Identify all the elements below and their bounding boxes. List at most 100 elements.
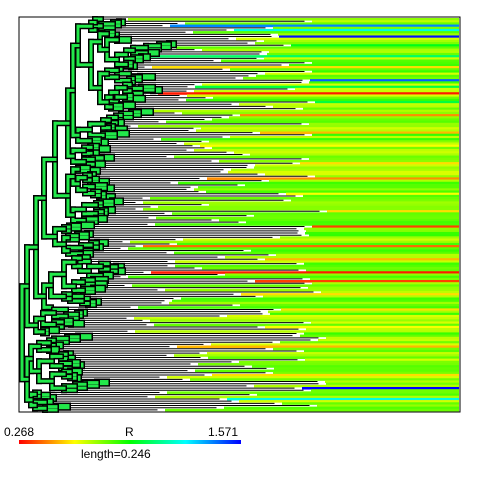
rate-strip [295, 87, 459, 91]
rate-strip [212, 146, 459, 150]
rate-strip [194, 149, 459, 152]
rate-strip [138, 124, 459, 128]
rate-strip [219, 218, 459, 222]
rate-strip [175, 264, 459, 268]
rate-strip [281, 308, 459, 311]
rate-strip [265, 173, 459, 176]
rate-strip [198, 186, 459, 189]
rate-strip [227, 314, 459, 318]
rate-strip [234, 28, 459, 32]
rate-strip [174, 155, 459, 159]
rate-strip [303, 107, 459, 111]
rate-strip [306, 229, 459, 233]
rate-strip [255, 42, 459, 45]
rate-strip [263, 295, 459, 298]
rate-strip [161, 138, 459, 141]
rate-strip [326, 382, 459, 386]
rate-strip [252, 365, 459, 368]
rate-strip [304, 262, 459, 266]
rate-strip [212, 373, 459, 377]
rate-strip [224, 406, 459, 410]
rate-strip [311, 389, 459, 392]
rate-strip [128, 247, 459, 250]
rate-strip [255, 280, 459, 283]
rate-strip [178, 181, 459, 185]
rate-strip [208, 356, 459, 359]
rate-strip [158, 92, 459, 95]
rate-strip [289, 63, 459, 67]
rate-strip [143, 245, 459, 248]
rate-strip [302, 386, 459, 390]
rate-strip [269, 50, 459, 54]
rate-strip [305, 231, 459, 235]
rate-strip [207, 177, 459, 180]
rate-strip [274, 367, 459, 370]
rate-strip [202, 48, 459, 52]
rate-strip [150, 197, 459, 200]
rate-strip [182, 111, 459, 115]
rate-strip [246, 221, 459, 224]
rate-strip [280, 236, 459, 239]
rate-strip [300, 334, 459, 338]
rate-strip [240, 304, 459, 307]
plot-frame [18, 16, 461, 413]
rate-strip [236, 37, 459, 41]
rate-strip [187, 94, 459, 97]
rate-strip [186, 98, 459, 102]
legend-max-label: 1.571 [208, 425, 238, 439]
rate-strip [183, 238, 459, 242]
rate-strip [312, 20, 459, 23]
rate-strip [264, 57, 459, 60]
rate-strip [194, 188, 459, 191]
rate-strip [282, 402, 459, 405]
legend-variable-label: R [125, 425, 134, 439]
rate-strip [291, 44, 459, 47]
rate-strip [265, 258, 459, 261]
rate-strip [306, 269, 459, 272]
rate-strip [305, 358, 459, 362]
rate-strip [228, 170, 459, 174]
rate-strip [206, 190, 459, 194]
rate-strip [200, 144, 459, 148]
rate-strip [150, 319, 459, 322]
rate-strip [317, 404, 459, 408]
rate-strip [310, 79, 459, 82]
rate-strip [172, 299, 459, 303]
rate-strip [327, 210, 459, 213]
rate-strip [251, 249, 459, 253]
rate-strip [177, 242, 459, 246]
rate-strip [176, 46, 459, 49]
rate-strip [239, 360, 459, 364]
rate-strip [265, 72, 459, 76]
rate-strip [306, 328, 459, 331]
rate-strip [300, 162, 459, 165]
rate-strip [135, 330, 459, 333]
rate-strip [184, 142, 459, 146]
rate-strip [154, 323, 459, 327]
rate-strip [185, 22, 459, 25]
rate-strips [128, 18, 459, 412]
legend-min-label: 0.268 [4, 425, 34, 439]
rate-strip [158, 205, 459, 209]
rate-strip [143, 207, 459, 211]
rate-strip [231, 168, 459, 172]
rate-strip [193, 31, 459, 34]
rate-strip [198, 362, 459, 366]
rate-strip [267, 52, 459, 56]
rate-strip [326, 336, 459, 340]
rate-strip [213, 96, 459, 100]
rate-strip [128, 18, 459, 21]
rate-strip [194, 90, 459, 93]
rate-strip [165, 288, 459, 292]
rate-strip [234, 151, 459, 154]
scale-bar-label: length=0.246 [81, 447, 151, 461]
rate-strip [250, 153, 459, 156]
rate-strip [321, 290, 459, 294]
rate-strip [273, 26, 459, 30]
rate-strip [227, 397, 459, 401]
rate-strip [304, 349, 459, 353]
rate-strip [138, 306, 459, 309]
rate-strip [279, 35, 459, 39]
rate-strip [225, 255, 459, 259]
rate-strip [151, 271, 459, 274]
